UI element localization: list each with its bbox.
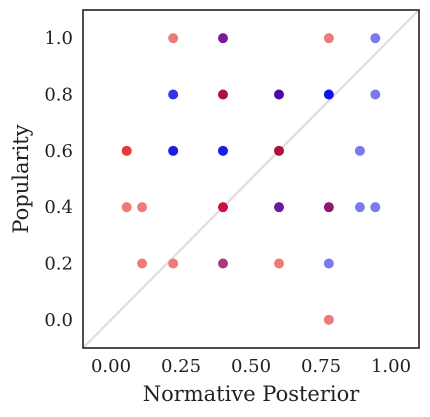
x-tick-labels: 0.00 0.25 0.50 0.75 1.00 bbox=[91, 356, 411, 377]
scatter-point bbox=[274, 258, 284, 269]
x-tick-label: 0.75 bbox=[301, 356, 341, 377]
y-axis-label: Popularity bbox=[9, 124, 33, 233]
scatter-point bbox=[274, 145, 284, 156]
scatter-point bbox=[137, 202, 148, 213]
scatter-point bbox=[354, 202, 365, 213]
scatter-point bbox=[218, 33, 228, 44]
scatter-point bbox=[168, 33, 179, 44]
y-tick-label: 0.8 bbox=[44, 85, 73, 106]
scatter-point bbox=[370, 202, 381, 213]
x-tick-label: 0.00 bbox=[91, 356, 131, 377]
x-tick-label: 0.25 bbox=[161, 356, 201, 377]
scatter-point bbox=[168, 89, 179, 100]
scatter-point bbox=[168, 145, 179, 156]
y-tick-label: 1.0 bbox=[44, 28, 73, 49]
scatter-point bbox=[218, 258, 228, 269]
x-axis-label: Normative Posterior bbox=[143, 382, 361, 406]
y-tick-label: 0.6 bbox=[44, 141, 73, 162]
y-tick-label: 0.2 bbox=[44, 254, 73, 275]
y-tick-labels: 0.0 0.2 0.4 0.6 0.8 1.0 bbox=[44, 28, 73, 331]
x-tick-label: 0.50 bbox=[231, 356, 271, 377]
scatter-point bbox=[121, 145, 132, 156]
scatter-point bbox=[370, 89, 381, 100]
plot-area bbox=[82, 9, 420, 349]
scatter-point bbox=[121, 202, 132, 213]
scatter-point bbox=[323, 33, 334, 44]
y-tick-label: 0.4 bbox=[44, 197, 73, 218]
scatter-point bbox=[218, 202, 228, 213]
scatter-point bbox=[323, 314, 334, 325]
axes-frame bbox=[82, 9, 420, 349]
scatter-point bbox=[354, 145, 365, 156]
scatter-point bbox=[370, 33, 381, 44]
scatter-point bbox=[168, 258, 179, 269]
x-tick-label: 1.00 bbox=[371, 356, 411, 377]
scatter-point bbox=[274, 89, 284, 100]
y-tick-label: 0.0 bbox=[44, 310, 73, 331]
scatter-point bbox=[323, 202, 334, 213]
scatter-point bbox=[323, 258, 334, 269]
scatter-point bbox=[274, 202, 284, 213]
diagonal-reference-line bbox=[82, 9, 420, 349]
scatter-point bbox=[323, 89, 334, 100]
scatter-point bbox=[137, 258, 148, 269]
scatter-point bbox=[218, 145, 228, 156]
scatter-point bbox=[218, 89, 228, 100]
